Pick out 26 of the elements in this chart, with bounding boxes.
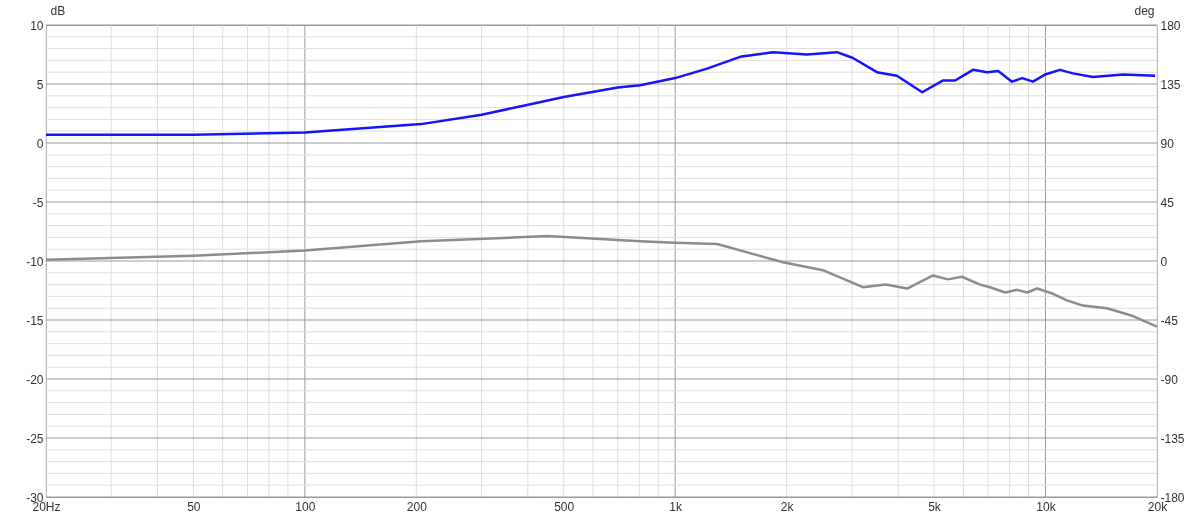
x-tick-label: 500 bbox=[554, 499, 575, 514]
y2-tick-label: 180 bbox=[1160, 18, 1181, 33]
y2-axis-title: deg bbox=[1134, 3, 1155, 18]
y2-tick-label: 45 bbox=[1160, 195, 1175, 210]
y-tick-label: -10 bbox=[26, 254, 44, 269]
x-tick-label: 2k bbox=[780, 499, 795, 514]
y-tick-label: 10 bbox=[30, 18, 44, 33]
x-tick-label: 200 bbox=[406, 499, 428, 514]
y2-tick-label: 90 bbox=[1160, 136, 1175, 151]
x-tick-label: 5k bbox=[928, 499, 942, 514]
y2-tick-label: -45 bbox=[1160, 313, 1179, 328]
y-tick-label: 5 bbox=[36, 77, 44, 92]
y-tick-label: 0 bbox=[36, 136, 44, 151]
x-tick-label: 10k bbox=[1036, 499, 1057, 514]
y2-tick-label: -90 bbox=[1160, 372, 1179, 387]
x-tick-label: 50 bbox=[187, 499, 201, 514]
y-axis-title: dB bbox=[50, 3, 66, 18]
y-tick-label: -20 bbox=[26, 372, 44, 387]
y2-tick-label: -135 bbox=[1160, 431, 1185, 446]
y-tick-label: -15 bbox=[26, 313, 44, 328]
x-tick-label: 100 bbox=[295, 499, 316, 514]
y2-tick-label: 135 bbox=[1160, 77, 1181, 92]
x-tick-label: 1k bbox=[669, 499, 684, 514]
y2-tick-label: 0 bbox=[1160, 254, 1168, 269]
y-tick-label: -25 bbox=[26, 431, 44, 446]
y-tick-label: -5 bbox=[32, 195, 44, 210]
